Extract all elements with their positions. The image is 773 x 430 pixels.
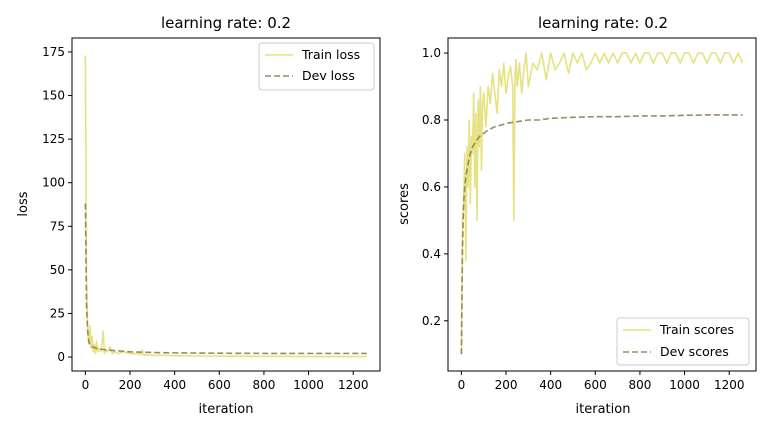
loss-x-tick-label: 0 (82, 378, 90, 392)
legend-dev-loss-label: Dev loss (302, 68, 355, 83)
loss-y-axis-label: loss (16, 191, 31, 216)
loss-x-tick-label: 1000 (293, 378, 324, 392)
loss-y-ticks: 0 25 50 75 100 125 150 175 (42, 45, 72, 364)
loss-x-tick-label: 400 (163, 378, 186, 392)
loss-y-tick-label: 100 (42, 176, 65, 190)
scores-series-train-line (460, 52, 744, 355)
scores-plot-lines (460, 52, 744, 355)
legend-train-scores-label: Train scores (659, 322, 734, 337)
loss-x-axis-label: iteration (199, 402, 254, 417)
loss-x-tick-label: 800 (252, 378, 275, 392)
loss-y-tick-label: 75 (50, 219, 65, 233)
scores-x-tick-label: 400 (539, 378, 562, 392)
legend-dev-scores-label: Dev scores (660, 344, 729, 359)
scores-chart-title: learning rate: 0.2 (538, 14, 668, 32)
scores-x-tick-label: 800 (628, 378, 651, 392)
loss-y-tick-label: 125 (42, 132, 65, 146)
loss-series-train-line (84, 55, 367, 358)
scores-y-tick-label: 0.4 (422, 247, 441, 261)
scores-x-tick-label: 0 (458, 378, 466, 392)
loss-series-dev-line (84, 203, 367, 355)
legend-train-loss-label: Train loss (301, 47, 360, 62)
scores-x-tick-label: 1000 (669, 378, 700, 392)
scores-y-tick-label: 0.8 (422, 113, 441, 127)
loss-legend: Train loss Dev loss (258, 42, 375, 91)
scores-y-ticks: 0.2 0.4 0.6 0.8 1.0 (422, 46, 448, 328)
scores-series-dev-line (460, 114, 743, 355)
loss-plot-frame (71, 37, 381, 372)
loss-y-tick-label: 150 (42, 89, 65, 103)
loss-x-tick-label: 1200 (338, 378, 369, 392)
loss-y-tick-label: 25 (50, 306, 65, 320)
scores-y-tick-label: 1.0 (422, 46, 441, 60)
scores-y-tick-label: 0.2 (422, 314, 441, 328)
scores-x-tick-label: 600 (584, 378, 607, 392)
scores-x-tick-label: 1200 (714, 378, 745, 392)
scores-y-axis-label: scores (397, 183, 412, 225)
loss-chart: learning rate: 0.2 0 200 400 600 800 1000 1200… (16, 14, 381, 417)
loss-x-ticks: 0 200 400 600 800 1000 1200 (82, 371, 369, 392)
scores-chart: learning rate: 0.2 0 200 400 600 800 1000 1200… (397, 14, 757, 417)
scores-legend: Train scores Dev scores (616, 317, 750, 366)
loss-plot-lines (84, 55, 367, 358)
scores-x-axis-label: iteration (576, 402, 631, 417)
scores-x-tick-label: 200 (495, 378, 518, 392)
scores-plot-frame (447, 37, 757, 372)
loss-y-tick-label: 175 (42, 45, 65, 59)
loss-x-tick-label: 200 (119, 378, 142, 392)
scores-y-tick-label: 0.6 (422, 180, 441, 194)
scores-x-ticks: 0 200 400 600 800 1000 1200 (458, 371, 745, 392)
loss-x-tick-label: 600 (208, 378, 231, 392)
loss-y-tick-label: 50 (50, 263, 65, 277)
loss-chart-title: learning rate: 0.2 (161, 14, 291, 32)
loss-y-tick-label: 0 (57, 350, 65, 364)
